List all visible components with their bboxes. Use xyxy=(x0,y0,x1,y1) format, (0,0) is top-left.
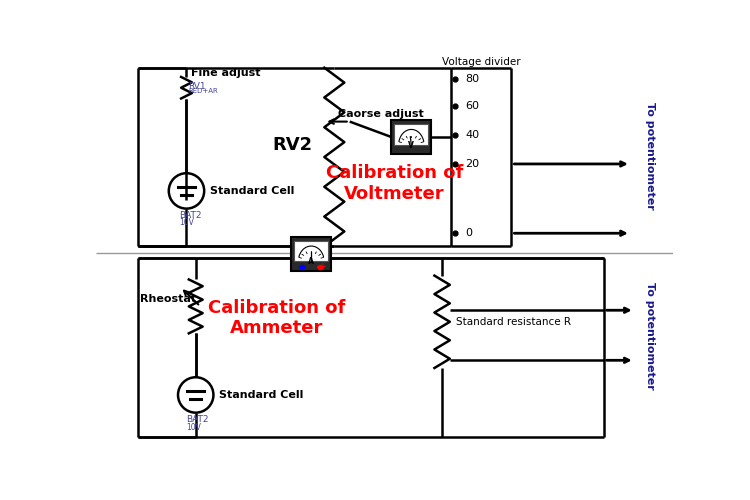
Text: Voltage divider: Voltage divider xyxy=(442,58,520,68)
Text: 10V: 10V xyxy=(187,423,201,432)
Text: A: A xyxy=(308,257,314,266)
Text: -: - xyxy=(298,262,302,272)
Bar xyxy=(291,237,332,271)
Text: RED+AR: RED+AR xyxy=(188,88,218,94)
Text: Standard Cell: Standard Cell xyxy=(219,390,303,400)
Bar xyxy=(294,241,328,261)
Text: Standard resistance R: Standard resistance R xyxy=(456,317,571,327)
Text: Rheostat: Rheostat xyxy=(140,294,196,304)
Text: Calibration of
Voltmeter: Calibration of Voltmeter xyxy=(326,164,463,202)
Text: 80: 80 xyxy=(465,74,479,84)
Text: 10V: 10V xyxy=(178,218,194,227)
Bar xyxy=(394,124,428,145)
Bar xyxy=(392,120,431,154)
Text: Fine adjust: Fine adjust xyxy=(191,68,260,78)
Text: V: V xyxy=(409,142,414,150)
Text: 20: 20 xyxy=(465,159,479,169)
Text: BAT2: BAT2 xyxy=(187,415,209,424)
Text: BAT2: BAT2 xyxy=(178,211,201,220)
Text: 0: 0 xyxy=(465,228,472,238)
Text: 40: 40 xyxy=(465,130,479,140)
Text: +: + xyxy=(318,262,326,272)
Text: To potentiometer: To potentiometer xyxy=(645,102,655,210)
Text: To potentiometer: To potentiometer xyxy=(645,282,655,390)
Text: RV2: RV2 xyxy=(272,136,312,154)
Text: Calibration of
Ammeter: Calibration of Ammeter xyxy=(208,298,345,338)
Text: 60: 60 xyxy=(465,101,479,111)
Text: Caorse adjust: Caorse adjust xyxy=(338,109,424,119)
Text: Standard Cell: Standard Cell xyxy=(209,186,294,196)
Text: RV1: RV1 xyxy=(188,82,206,90)
